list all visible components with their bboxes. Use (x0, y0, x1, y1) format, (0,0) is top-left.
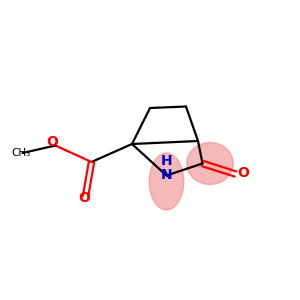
Text: H: H (161, 154, 172, 168)
Text: N: N (161, 168, 172, 182)
Text: CH₃: CH₃ (11, 148, 31, 158)
Text: O: O (78, 191, 90, 205)
Ellipse shape (149, 153, 184, 210)
Text: O: O (237, 167, 249, 180)
Ellipse shape (187, 142, 233, 184)
Text: O: O (46, 136, 58, 149)
